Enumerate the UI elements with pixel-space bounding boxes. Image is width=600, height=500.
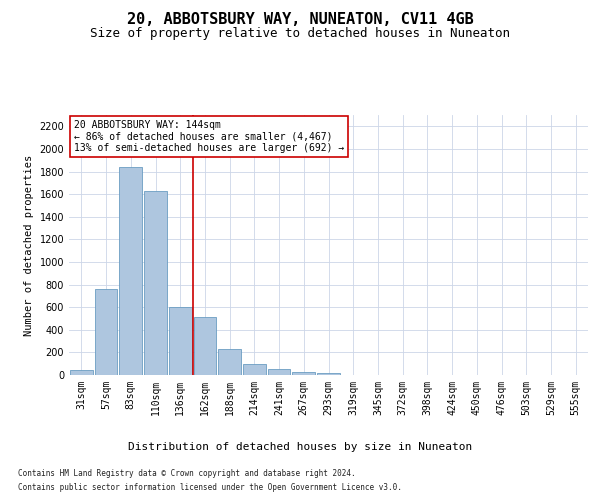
Text: 20 ABBOTSBURY WAY: 144sqm
← 86% of detached houses are smaller (4,467)
13% of se: 20 ABBOTSBURY WAY: 144sqm ← 86% of detac… (74, 120, 344, 154)
Bar (218, 349, 241, 375)
Bar (95, 289, 118, 375)
Text: Distribution of detached houses by size in Nuneaton: Distribution of detached houses by size … (128, 442, 472, 452)
Bar (70, 370, 93, 375)
Bar (317, 373, 340, 375)
Bar (144, 190, 167, 375)
Bar (292, 372, 315, 375)
Bar (268, 370, 290, 375)
Bar (119, 167, 142, 375)
Text: Size of property relative to detached houses in Nuneaton: Size of property relative to detached ho… (90, 28, 510, 40)
Y-axis label: Number of detached properties: Number of detached properties (24, 154, 34, 336)
Bar (169, 307, 191, 375)
Text: Contains HM Land Registry data © Crown copyright and database right 2024.: Contains HM Land Registry data © Crown c… (18, 469, 356, 478)
Bar (194, 317, 216, 375)
Bar (243, 364, 266, 375)
Text: Contains public sector information licensed under the Open Government Licence v3: Contains public sector information licen… (18, 482, 402, 492)
Text: 20, ABBOTSBURY WAY, NUNEATON, CV11 4GB: 20, ABBOTSBURY WAY, NUNEATON, CV11 4GB (127, 12, 473, 28)
